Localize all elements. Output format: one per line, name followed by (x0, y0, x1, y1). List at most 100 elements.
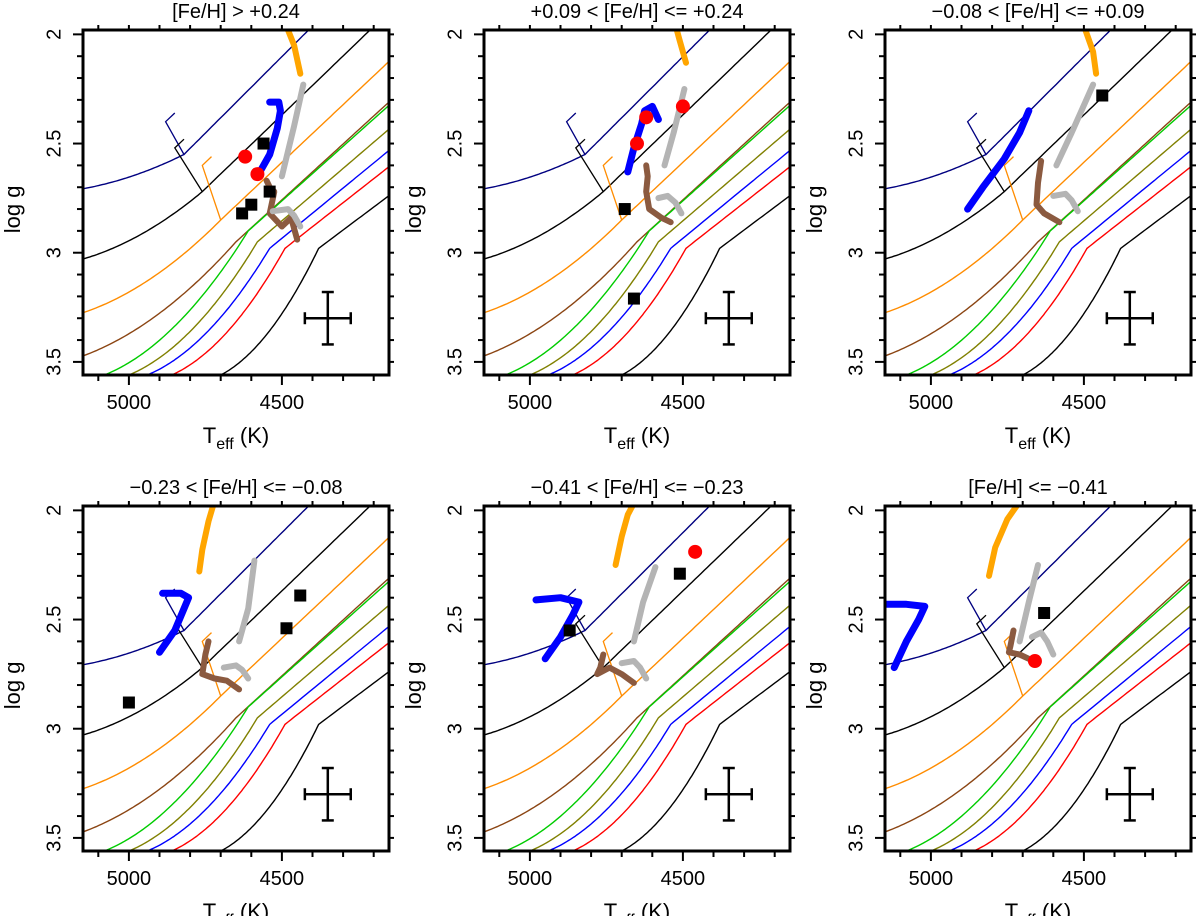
x-axis-label-unit: (K) (234, 899, 269, 916)
x-axis-label-main: T (604, 423, 617, 448)
isochrone-black (1022, 670, 1191, 851)
obs-square (122, 696, 135, 709)
y-tick-label: 2.5 (43, 130, 65, 158)
isochrone-loop-orange (1003, 156, 1024, 221)
panel-title: −0.08 < [Fe/H] <= +0.09 (932, 1, 1145, 23)
error-bar (303, 290, 352, 346)
obs-square (1096, 89, 1109, 102)
obs-circle (675, 99, 690, 114)
panel-frame (482, 28, 792, 377)
plot-area (83, 30, 389, 375)
y-tick-label: 2 (845, 505, 867, 516)
obs-square (673, 567, 686, 580)
isochrone-green (505, 104, 790, 375)
track-grey (630, 564, 659, 645)
obs-circle (639, 110, 654, 125)
isochrone-red (171, 165, 389, 375)
track-orange (1082, 30, 1100, 77)
isochrone-green (906, 104, 1191, 375)
x-tick-label: 5000 (508, 868, 553, 890)
track-blue (156, 589, 193, 656)
x-axis-label-sub: eff (617, 912, 635, 916)
isochrone-loop-black (975, 614, 1005, 668)
x-axis-label: Teff (K) (604, 423, 670, 453)
panel-frame (81, 28, 391, 377)
x-tick-label: 4500 (1062, 392, 1107, 414)
obs-square (245, 198, 258, 211)
x-axis-label: Teff (K) (1005, 899, 1071, 916)
y-tick-label: 3.5 (43, 824, 65, 852)
isochrone-blue (147, 149, 389, 375)
isochrone-orange (83, 536, 389, 790)
x-axis-label-unit: (K) (1036, 899, 1071, 916)
isochrone-olive (128, 604, 389, 851)
isochrone-orange (885, 536, 1191, 790)
obs-circle (250, 167, 265, 182)
track-brown (643, 162, 674, 226)
isochrone-black (885, 30, 1174, 260)
plot-area (83, 506, 389, 851)
track-orange (612, 506, 636, 568)
x-axis-label-unit: (K) (635, 423, 670, 448)
isochrone-red (973, 641, 1191, 851)
isochrone-navy (484, 30, 711, 190)
track-blue (964, 107, 1033, 213)
isochrone-orange (83, 60, 389, 314)
isochrone-black (885, 506, 1174, 736)
x-axis-label-unit: (K) (635, 899, 670, 916)
isochrone-green (104, 104, 389, 375)
track-grey (236, 557, 258, 645)
isochrone-olive (930, 604, 1191, 851)
y-tick-label: 3.5 (845, 348, 867, 376)
isochrone-black (621, 670, 790, 851)
y-tick-label: 2 (845, 29, 867, 40)
track-grey2 (1028, 629, 1057, 658)
isochrone-black (484, 506, 773, 736)
track-blue (885, 600, 929, 672)
track-brown (1033, 158, 1063, 226)
x-tick-label: 5000 (107, 868, 152, 890)
y-tick-label: 2 (444, 29, 466, 40)
obs-square (563, 624, 576, 637)
y-axis-label: log g (401, 662, 426, 710)
x-tick-label: 4500 (260, 868, 305, 890)
track-orange (196, 506, 216, 575)
panel-frame (81, 504, 391, 853)
x-axis-label: Teff (K) (203, 899, 269, 916)
isochrone-green (104, 580, 389, 851)
panel-3: 5000 4500 2 2.5 3 3.5 −0.08 < [Fe/H] <= +0.09 T… (802, 1, 1196, 453)
y-tick-label: 2 (444, 505, 466, 516)
isochrone-orange (484, 60, 790, 314)
error-bar (704, 290, 753, 346)
y-tick-label: 3.5 (845, 824, 867, 852)
obs-square (627, 292, 640, 305)
obs-square (263, 185, 276, 198)
isochrone-loop-navy (966, 112, 987, 155)
plot-area (484, 506, 790, 851)
y-axis-label: log g (802, 186, 827, 234)
panel-frame (883, 28, 1193, 377)
y-tick-label: 2 (43, 505, 65, 516)
isochrone-green (505, 580, 790, 851)
track-orange (986, 506, 1020, 579)
y-tick-label: 3.5 (444, 348, 466, 376)
isochrone-black (83, 506, 372, 736)
isochrone-red (171, 641, 389, 851)
panel-1: 5000 4500 2 2.5 3 3.5 [Fe/H] > +0.24 Teff (K) lo… (0, 1, 394, 453)
isochrone-olive (128, 128, 389, 375)
obs-square (618, 203, 631, 216)
panel-title: +0.09 < [Fe/H] <= +0.24 (531, 1, 744, 23)
y-tick-label: 3 (845, 723, 867, 734)
plot-area (484, 30, 790, 375)
isochrone-orange (885, 60, 1191, 314)
y-tick-label: 2.5 (845, 130, 867, 158)
x-axis-label-unit: (K) (1036, 423, 1071, 448)
obs-circle (1027, 654, 1042, 669)
x-axis-label-main: T (604, 899, 617, 916)
isochrone-red (572, 641, 790, 851)
x-tick-label: 5000 (909, 392, 954, 414)
panel-title: −0.41 < [Fe/H] <= −0.23 (531, 477, 744, 499)
obs-square (257, 137, 270, 150)
isochrone-red (973, 165, 1191, 375)
obs-square (1038, 606, 1051, 619)
